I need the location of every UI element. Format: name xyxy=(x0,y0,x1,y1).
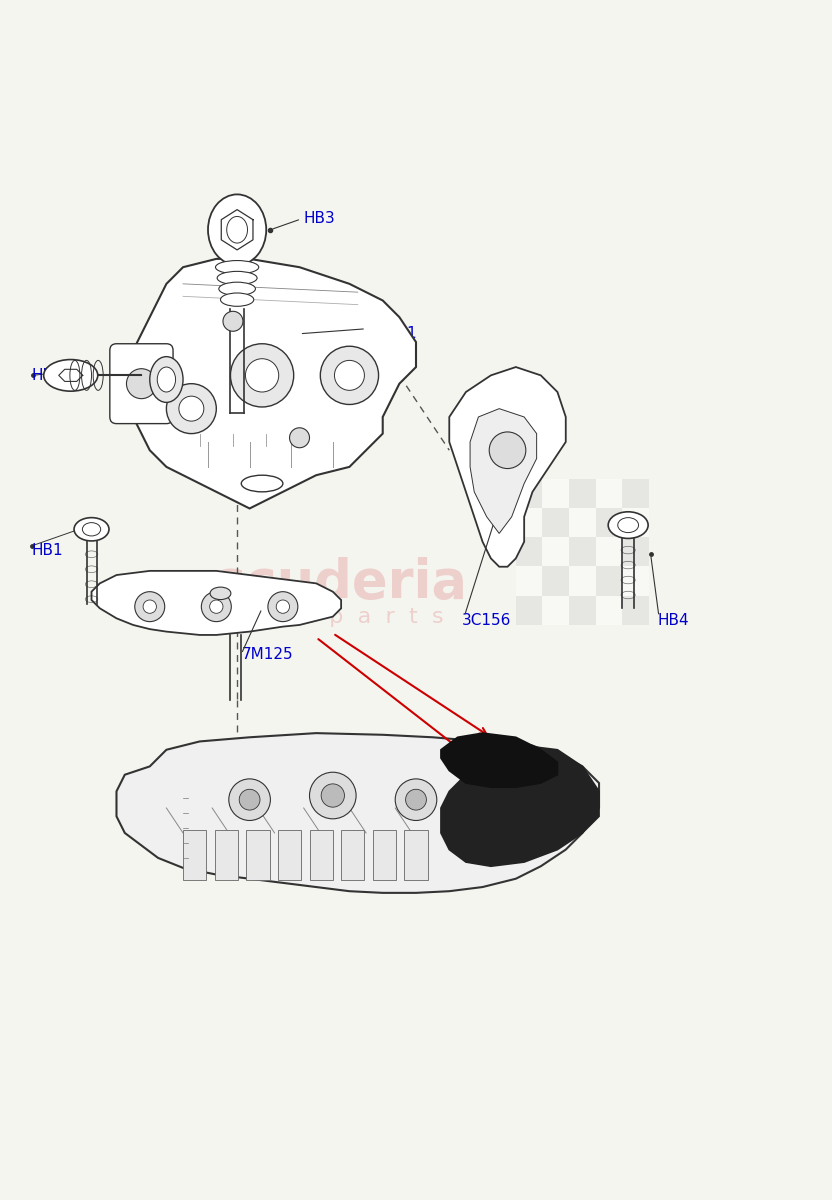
Bar xyxy=(622,479,649,508)
Ellipse shape xyxy=(44,360,98,391)
Circle shape xyxy=(320,347,379,404)
Text: c  o  m  p  a  r  t  s: c o m p a r t s xyxy=(239,607,443,626)
Text: HB1: HB1 xyxy=(32,542,63,558)
Bar xyxy=(596,538,622,566)
Bar xyxy=(596,595,622,625)
Circle shape xyxy=(166,384,216,433)
Circle shape xyxy=(230,343,294,407)
Circle shape xyxy=(179,396,204,421)
Bar xyxy=(215,830,238,881)
Circle shape xyxy=(201,592,231,622)
Circle shape xyxy=(268,592,298,622)
Text: 3C156: 3C156 xyxy=(462,613,511,629)
Bar xyxy=(183,830,206,881)
Bar xyxy=(516,538,542,566)
Circle shape xyxy=(126,368,156,398)
Ellipse shape xyxy=(74,517,109,541)
Bar xyxy=(596,566,622,595)
Bar xyxy=(569,479,596,508)
Bar xyxy=(569,538,596,566)
Polygon shape xyxy=(92,571,341,635)
Bar xyxy=(622,508,649,538)
Polygon shape xyxy=(125,259,416,509)
Circle shape xyxy=(245,359,279,392)
Circle shape xyxy=(334,360,364,390)
Bar xyxy=(569,508,596,538)
Bar xyxy=(310,830,333,881)
Bar xyxy=(373,830,396,881)
Bar xyxy=(542,538,569,566)
Ellipse shape xyxy=(157,367,176,392)
Bar xyxy=(542,508,569,538)
Bar xyxy=(569,566,596,595)
Bar xyxy=(596,479,622,508)
Circle shape xyxy=(321,784,344,808)
Ellipse shape xyxy=(219,282,255,295)
Ellipse shape xyxy=(215,260,259,274)
Circle shape xyxy=(310,773,356,818)
Bar xyxy=(516,595,542,625)
Bar xyxy=(516,508,542,538)
Ellipse shape xyxy=(217,271,257,284)
Circle shape xyxy=(229,779,270,821)
Text: 7M121: 7M121 xyxy=(366,326,418,341)
Bar xyxy=(542,479,569,508)
Circle shape xyxy=(489,432,526,468)
Text: HB3: HB3 xyxy=(304,211,335,227)
Bar xyxy=(542,595,569,625)
Circle shape xyxy=(240,790,260,810)
Ellipse shape xyxy=(150,356,183,402)
Circle shape xyxy=(143,600,156,613)
FancyBboxPatch shape xyxy=(110,343,173,424)
Circle shape xyxy=(210,600,223,613)
Ellipse shape xyxy=(208,194,266,265)
Polygon shape xyxy=(449,367,566,566)
Text: scuderia: scuderia xyxy=(215,557,468,610)
Text: HB2: HB2 xyxy=(32,368,63,383)
Ellipse shape xyxy=(608,512,648,539)
Circle shape xyxy=(406,790,426,810)
Circle shape xyxy=(290,427,310,448)
Circle shape xyxy=(395,779,437,821)
Ellipse shape xyxy=(220,293,254,306)
Polygon shape xyxy=(441,745,599,866)
Polygon shape xyxy=(441,733,557,787)
Bar xyxy=(569,595,596,625)
Bar xyxy=(622,538,649,566)
Polygon shape xyxy=(470,409,537,534)
Bar xyxy=(622,566,649,595)
Bar xyxy=(246,830,270,881)
Bar xyxy=(341,830,364,881)
Bar xyxy=(278,830,301,881)
Polygon shape xyxy=(116,733,599,893)
Bar xyxy=(404,830,428,881)
Bar xyxy=(622,595,649,625)
Ellipse shape xyxy=(241,475,283,492)
Bar xyxy=(516,566,542,595)
Bar xyxy=(542,566,569,595)
Text: 7M125: 7M125 xyxy=(241,647,293,661)
Text: HB4: HB4 xyxy=(657,613,689,629)
Circle shape xyxy=(276,600,290,613)
Ellipse shape xyxy=(210,587,231,600)
Bar xyxy=(516,479,542,508)
Bar xyxy=(596,508,622,538)
Circle shape xyxy=(135,592,165,622)
Circle shape xyxy=(223,311,243,331)
